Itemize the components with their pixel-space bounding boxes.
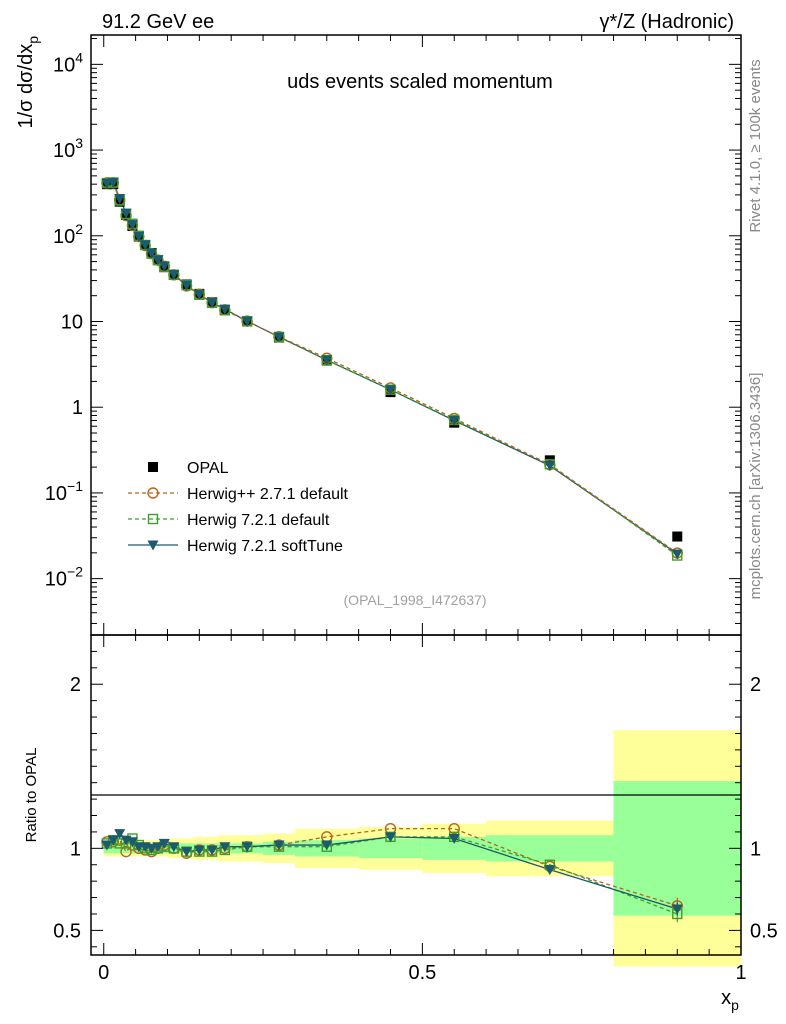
ratio-series-group bbox=[101, 822, 683, 923]
ratio-point-herwig_soft bbox=[321, 840, 333, 851]
ratio-y-tick-label: 0.5 bbox=[53, 920, 81, 942]
ratio-point-herwig_soft bbox=[385, 832, 397, 843]
y-tick-label: 10 bbox=[61, 311, 83, 333]
data-point-herwig_soft bbox=[126, 220, 138, 231]
ratio-y-tick-label-right: 0.5 bbox=[750, 920, 778, 942]
data-point-herwig_soft bbox=[152, 255, 164, 266]
ratio-point-herwig_soft bbox=[146, 843, 158, 854]
data-point-herwig_soft bbox=[206, 298, 218, 309]
process-label: γ*/Z (Hadronic) bbox=[600, 11, 734, 33]
legend-marker-opal bbox=[148, 462, 158, 472]
ratio-x-axis: 0 0.5 1 bbox=[98, 635, 747, 984]
ratio-point-herwig_soft bbox=[101, 840, 113, 851]
ratio-point-herwig_soft bbox=[168, 842, 180, 853]
legend-label-opal: OPAL bbox=[187, 460, 229, 477]
ratio-y-axis-label: Ratio to OPAL bbox=[23, 748, 40, 843]
top-y-axis: 10−2 10−1 1 10 102 103 104 bbox=[45, 38, 741, 624]
ratio-point-herwig_soft bbox=[181, 847, 193, 858]
data-point-herwig_soft bbox=[114, 194, 126, 205]
ratio-point-herwig_soft bbox=[206, 845, 218, 856]
data-point-herwig_soft bbox=[219, 304, 231, 315]
data-point-herwig_soft bbox=[133, 231, 145, 242]
ratio-point-herwig_soft bbox=[193, 845, 205, 856]
data-point-herwig_soft bbox=[241, 316, 253, 327]
x-tick-label: 0 bbox=[98, 962, 109, 984]
ratio-point-herwigpp bbox=[448, 822, 460, 835]
rivet-version-label: Rivet 4.1.0, ≥ 100k events bbox=[747, 59, 764, 232]
x-tick-label: 0.5 bbox=[408, 962, 436, 984]
legend-label-herwigpp: Herwig++ 2.7.1 default bbox=[187, 486, 349, 503]
inner-uncertainty-band bbox=[422, 836, 487, 860]
data-point-herwig_soft bbox=[168, 269, 180, 280]
data-point-opal bbox=[672, 531, 683, 542]
ratio-point-herwig_soft bbox=[219, 842, 231, 853]
y-tick-label: 10−1 bbox=[45, 478, 83, 505]
y-tick-label: 1 bbox=[72, 397, 83, 419]
x-axis-label: xp bbox=[721, 987, 739, 1013]
ratio-point-herwig_soft bbox=[671, 904, 683, 915]
main-panel: uds events scaled momentum (OPAL_1998_I4… bbox=[15, 34, 742, 636]
ratio-point-herwig_soft bbox=[152, 842, 164, 853]
inner-uncertainty-band bbox=[129, 843, 136, 854]
ratio-point-herwig_soft bbox=[448, 833, 460, 844]
y-tick-label: 103 bbox=[53, 135, 83, 162]
ratio-y-tick-label-right: 1 bbox=[750, 838, 761, 860]
data-point-herwig_soft bbox=[107, 177, 119, 188]
data-point-herwig_soft bbox=[181, 280, 193, 291]
ratio-point-herwig_soft bbox=[114, 829, 126, 840]
data-point-herwig_soft bbox=[448, 415, 460, 426]
inner-uncertainty-band bbox=[110, 843, 117, 854]
data-point-herwig_soft bbox=[139, 240, 151, 251]
ratio-point-herwig_soft bbox=[158, 838, 170, 849]
ratio-y-axis: 0.5 0.5 1 1 2 2 bbox=[53, 634, 778, 948]
ratio-point-herwigpp bbox=[120, 845, 132, 858]
ratio-y-tick-label-right: 2 bbox=[750, 674, 761, 696]
series-line-herwigpp bbox=[106, 182, 678, 554]
top-x-axis-ticks bbox=[103, 35, 742, 635]
data-point-herwig_soft bbox=[101, 178, 113, 189]
reference-label: (OPAL_1998_I472637) bbox=[344, 592, 487, 608]
data-point-herwig_soft bbox=[671, 549, 683, 560]
data-point-herwig_soft bbox=[544, 461, 556, 472]
y-tick-label: 104 bbox=[53, 49, 83, 76]
mcplots-label: mcplots.cern.ch [arXiv:1306.3436] bbox=[747, 373, 764, 600]
ratio-point-herwig_soft bbox=[241, 842, 253, 853]
energy-label: 91.2 GeV ee bbox=[102, 11, 214, 33]
ratio-y-tick-label: 1 bbox=[70, 838, 81, 860]
ratio-point-herwig_soft bbox=[107, 835, 119, 846]
legend-marker-herwig_soft bbox=[147, 540, 159, 551]
y-tick-label: 10−2 bbox=[45, 564, 83, 591]
legend-marker-herwig_default bbox=[147, 513, 159, 525]
ratio-point-herwig_soft bbox=[544, 865, 556, 876]
x-tick-label: 1 bbox=[735, 962, 746, 984]
ratio-point-herwig_soft bbox=[273, 840, 285, 851]
data-point-herwig_soft bbox=[321, 355, 333, 366]
plot-title: uds events scaled momentum bbox=[287, 71, 553, 93]
legend-label-herwig_default: Herwig 7.2.1 default bbox=[187, 512, 330, 529]
data-point-herwig_soft bbox=[158, 261, 170, 272]
legend-label-herwig_soft: Herwig 7.2.1 softTune bbox=[187, 538, 343, 555]
y-tick-label: 102 bbox=[53, 221, 83, 248]
data-point-herwig_soft bbox=[146, 248, 158, 259]
ratio-point-herwig_soft bbox=[126, 837, 138, 848]
data-point-herwig_soft bbox=[273, 332, 285, 343]
data-point-herwig_soft bbox=[120, 208, 132, 219]
ratio-panel: 0.5 0.51 12 2 0 0.5 1 Ratio to OPAL xp bbox=[23, 634, 778, 1013]
inner-uncertainty-band bbox=[358, 838, 423, 859]
legend-marker-herwigpp bbox=[147, 487, 159, 499]
ratio-frame bbox=[90, 634, 742, 956]
ratio-y-tick-label: 2 bbox=[70, 674, 81, 696]
top-y-axis-label: 1/σ dσ/dxp bbox=[15, 36, 41, 129]
data-point-herwig_soft bbox=[193, 289, 205, 300]
legend: OPAL Herwig++ 2.7.1 default Herwig 7.2.1 d… bbox=[128, 460, 349, 555]
top-series-group bbox=[101, 177, 683, 561]
inner-uncertainty-band bbox=[486, 835, 614, 862]
data-point-herwig_soft bbox=[385, 385, 397, 396]
